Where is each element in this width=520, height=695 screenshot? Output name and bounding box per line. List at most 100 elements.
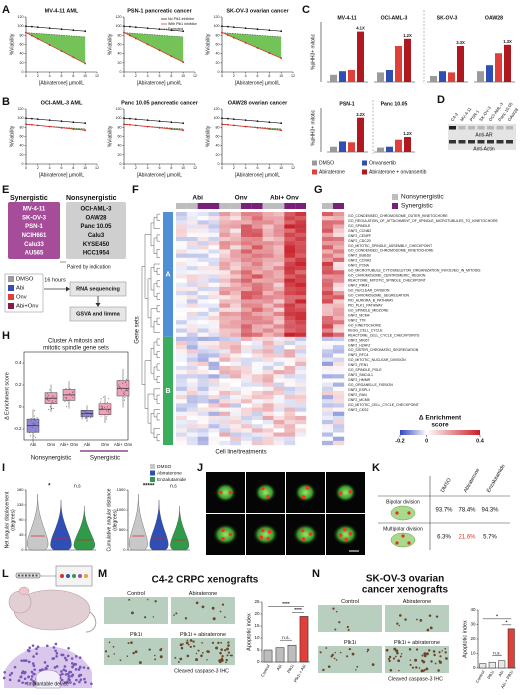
stained-cell <box>319 651 322 654</box>
heat-cell <box>251 386 263 392</box>
heat-cell <box>284 291 296 296</box>
heat-cell <box>333 436 345 442</box>
heat-cell <box>197 336 209 342</box>
heat-cell <box>262 328 274 333</box>
heat-cell <box>273 399 285 404</box>
dot <box>30 420 32 422</box>
gene-set-label: REACTOME_MITOTIC_SPINDLE_CHECKPOINT <box>348 279 427 283</box>
heat-cell <box>322 340 334 346</box>
point <box>129 123 131 126</box>
pole <box>395 541 399 545</box>
stained-cell <box>415 618 418 621</box>
stained-cell <box>366 648 370 651</box>
heat-cell <box>241 345 253 350</box>
heat-cell <box>251 395 263 400</box>
heat-cell <box>197 224 209 229</box>
heat-cell <box>295 253 307 258</box>
heat-cell <box>186 386 198 392</box>
heat-cell <box>295 270 307 275</box>
stained-cell <box>428 614 432 617</box>
heat-cell <box>333 378 345 383</box>
tissue-cell <box>77 668 81 671</box>
stained-cell <box>130 641 133 645</box>
gene-set-label: GNF2_CKS2 <box>348 408 368 412</box>
gene-set-label: GNF2_CCNA2 <box>348 259 371 263</box>
tissue-cell <box>53 666 57 669</box>
point <box>268 128 271 130</box>
bracket <box>4 273 44 313</box>
heat-cell <box>241 399 253 404</box>
stained-cell <box>217 642 220 644</box>
cluster-label: A <box>165 271 170 278</box>
gene-set-label: GO_MICROTUBULE_CYTOSKELETON_ORGANIZATION… <box>348 269 481 273</box>
plot-title: Panc 10.05 <box>381 101 408 107</box>
heat-cell <box>186 274 198 279</box>
heat-cell <box>186 332 198 338</box>
heat-cell <box>333 353 345 358</box>
inset-dot <box>66 574 70 578</box>
stained-cell <box>425 652 429 656</box>
heat-cell <box>186 432 198 437</box>
x-tick-label: 6 <box>61 74 63 78</box>
image-label: Plk1i + abiraterone <box>394 640 440 646</box>
tissue-cell <box>65 658 68 662</box>
heat-cell <box>241 266 253 271</box>
heat-cell <box>186 403 198 408</box>
plot-title: Panc 10.05 pancreatic cancer <box>121 100 199 106</box>
heat-cell <box>186 220 198 225</box>
tissue-cell <box>31 662 35 665</box>
heat-cell <box>273 270 285 275</box>
tissue-cell <box>55 655 58 658</box>
heat-cell <box>273 420 285 425</box>
heat-cell <box>262 286 274 292</box>
heat-cell <box>186 224 198 229</box>
heat-cell <box>241 282 253 288</box>
stained-cell <box>325 647 328 649</box>
y-tick-label: 135 <box>17 502 24 507</box>
dot <box>87 416 89 418</box>
dot <box>90 417 92 419</box>
heat-cell <box>241 291 253 296</box>
dot <box>125 389 127 391</box>
plot-title: PSN-1 pancreatic cancer <box>127 8 192 14</box>
dot <box>108 409 110 411</box>
heat-cell <box>333 236 345 242</box>
gene-set-label: KEGG_CELL_CYCLE <box>348 328 383 332</box>
y-tick-label: 1500 <box>117 487 127 492</box>
cell-line: OAW28 <box>85 215 107 221</box>
heat-cell <box>241 332 253 338</box>
heat-cell <box>219 332 231 338</box>
heat-cell <box>230 403 242 408</box>
heat-cell <box>219 440 231 446</box>
stained-cell <box>153 654 156 657</box>
bar <box>477 71 484 82</box>
point <box>268 121 271 124</box>
point <box>25 117 27 120</box>
heat-cell <box>273 241 285 246</box>
heat-cell <box>295 291 307 296</box>
heat-cell <box>251 436 263 442</box>
heat-cell <box>333 261 345 267</box>
heat-cell <box>176 220 188 225</box>
heat-cell <box>186 328 198 333</box>
percentage: 6.3% <box>437 535 451 541</box>
heat-cell <box>333 336 345 342</box>
tissue-cell <box>52 657 56 660</box>
image-label: Plk1i + abiraterone <box>180 632 226 638</box>
heat-cell <box>333 340 345 346</box>
stained-cell <box>215 646 219 650</box>
plot-title: Cluster A mitosis and <box>48 339 104 345</box>
heat-cell <box>230 407 242 412</box>
gene-set-label: GNF2_RAN <box>348 393 367 397</box>
tissue-cell <box>78 656 82 660</box>
heat-cell <box>197 365 209 371</box>
heat-cell <box>208 236 220 242</box>
tissue-cell <box>61 653 65 657</box>
heat-cell <box>262 374 274 379</box>
heat-cell <box>241 411 253 417</box>
y-axis-label: Net angular displacement <box>4 491 10 548</box>
bar <box>348 70 355 82</box>
heat-cell <box>176 399 188 404</box>
heat-cell <box>295 399 307 404</box>
heat-cell <box>333 428 345 433</box>
